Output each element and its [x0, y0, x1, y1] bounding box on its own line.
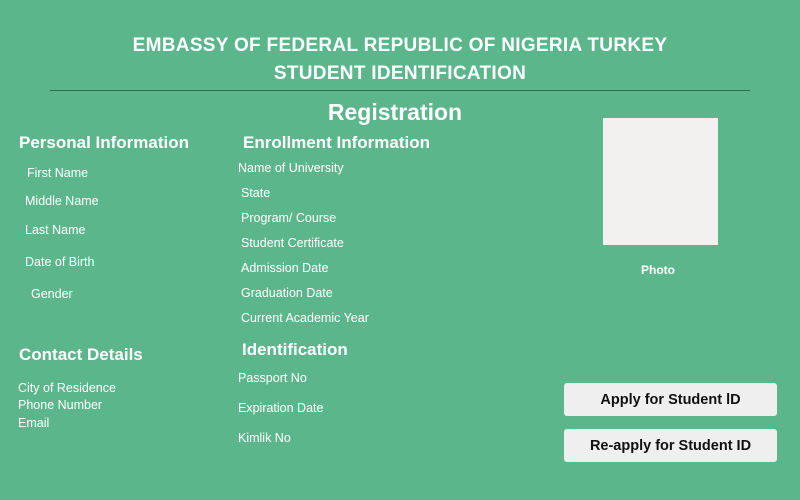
academic-year-label[interactable]: Current Academic Year: [241, 311, 369, 325]
photo-placeholder[interactable]: [603, 118, 718, 245]
program-label[interactable]: Program/ Course: [241, 211, 337, 225]
contact-heading: Contact Details: [19, 345, 143, 364]
divider: [50, 90, 750, 91]
dob-label[interactable]: Date of Birth: [25, 255, 95, 269]
expiration-label[interactable]: Expiration Date: [238, 401, 324, 415]
identification-heading: Identification: [242, 340, 348, 359]
certificate-label[interactable]: Student Certificate: [241, 236, 344, 250]
photo-label: Photo: [641, 263, 675, 277]
admission-date-label[interactable]: Admission Date: [241, 261, 329, 275]
phone-label[interactable]: Phone Number: [18, 398, 103, 412]
email-label[interactable]: Email: [18, 416, 50, 430]
university-label[interactable]: Name of University: [238, 161, 344, 175]
header-title: EMBASSY OF FEDERAL REPUBLIC OF NIGERIA T…: [132, 35, 668, 56]
header-subtitle: STUDENT IDENTIFICATION: [273, 63, 527, 84]
page-title: Registration: [327, 99, 463, 125]
last-name-label[interactable]: Last Name: [25, 223, 86, 237]
state-label[interactable]: State: [241, 186, 271, 200]
middle-name-label[interactable]: Middle Name: [25, 194, 99, 208]
graduation-date-label[interactable]: Graduation Date: [241, 286, 333, 300]
city-label[interactable]: City of Residence: [18, 381, 116, 395]
gender-label[interactable]: Gender: [31, 287, 73, 301]
first-name-label[interactable]: First Name: [27, 166, 89, 180]
passport-label[interactable]: Passport No: [238, 371, 307, 385]
enrollment-heading: Enrollment Information: [243, 133, 430, 152]
reapply-student-id-button[interactable]: Re-apply for Student ID: [564, 429, 777, 462]
apply-student-id-button[interactable]: Apply for Student lD: [564, 383, 777, 416]
kimlik-label[interactable]: Kimlik No: [238, 431, 291, 445]
personal-info-heading: Personal Information: [19, 133, 190, 152]
